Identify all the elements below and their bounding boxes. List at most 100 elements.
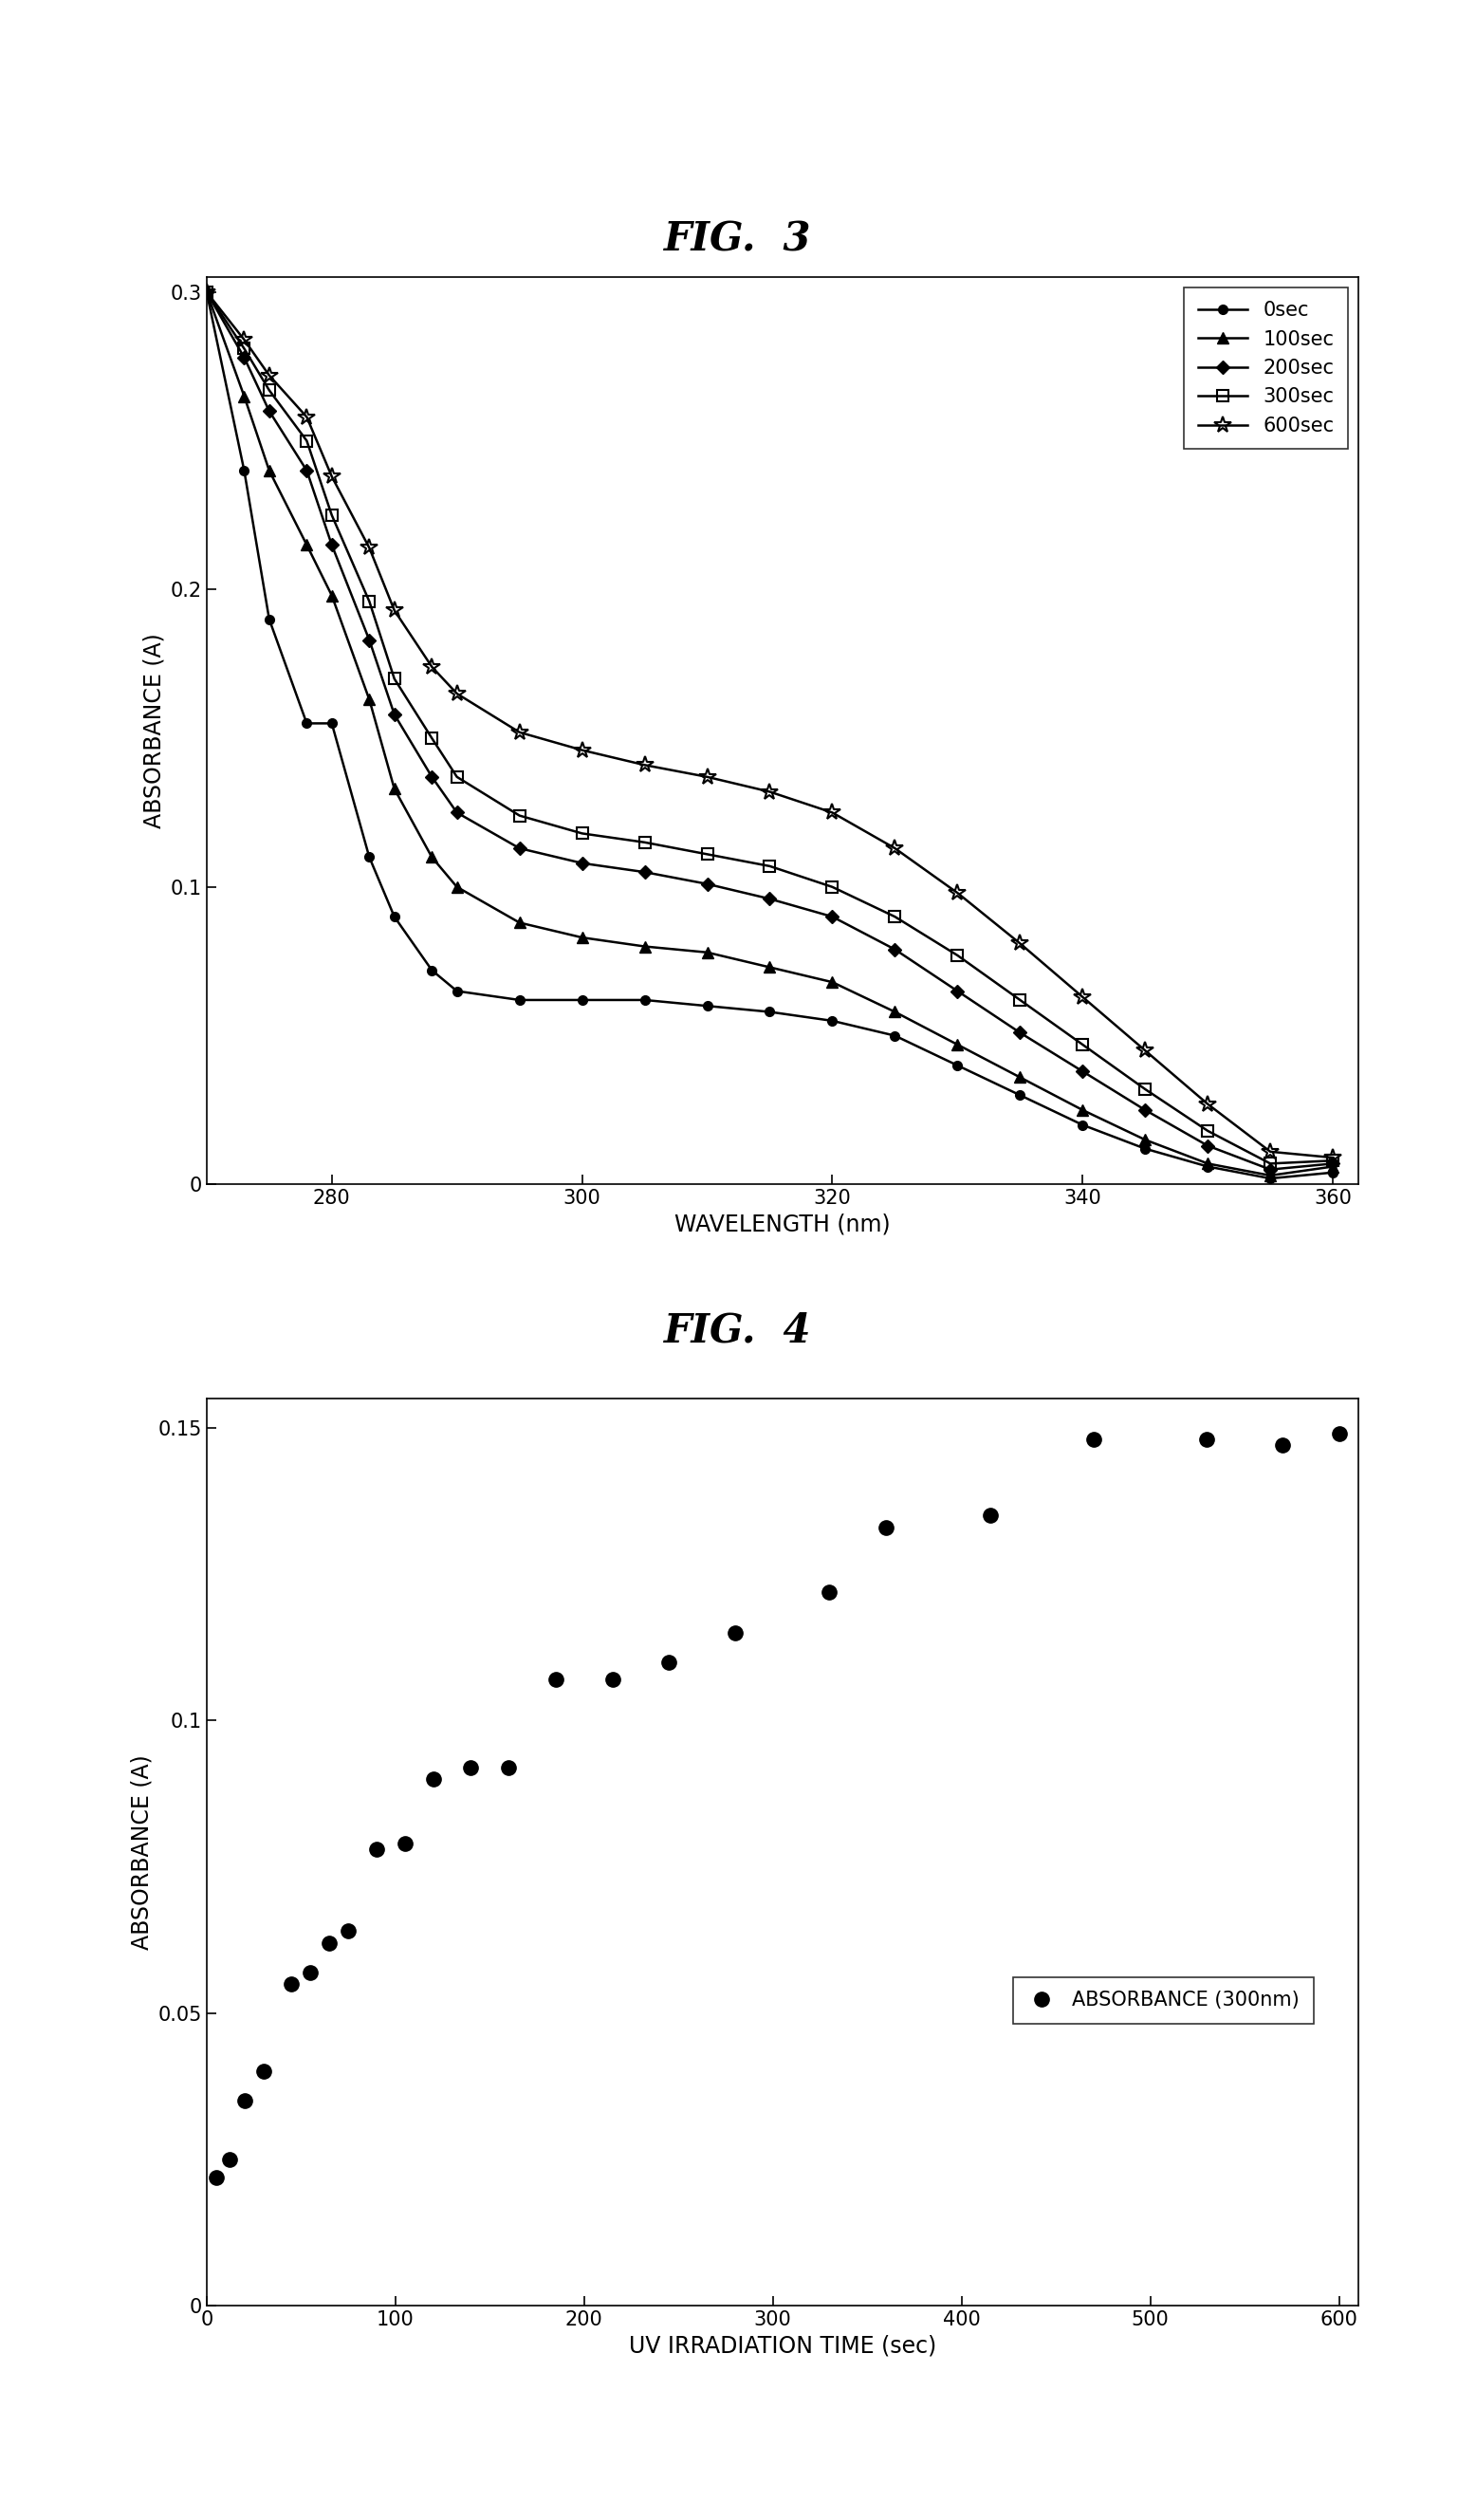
100sec [1011,1063,1029,1094]
100sec [1324,1152,1342,1182]
0sec [886,1021,903,1051]
100sec [511,907,528,937]
100sec [636,932,654,963]
100sec [424,842,441,872]
Line: 200sec: 200sec [202,287,1337,1174]
600sec [1262,1137,1280,1167]
600sec [198,277,215,307]
X-axis label: WAVELENGTH (nm): WAVELENGTH (nm) [675,1212,890,1235]
200sec [762,885,779,915]
0sec [198,277,215,307]
300sec [573,819,590,849]
600sec [1324,1142,1342,1172]
200sec [323,529,341,559]
0sec [636,985,654,1016]
200sec [424,761,441,791]
X-axis label: UV IRRADIATION TIME (sec): UV IRRADIATION TIME (sec) [629,2334,936,2356]
Text: FIG.  3: FIG. 3 [664,219,812,260]
0sec [424,955,441,985]
200sec [1073,1056,1091,1086]
Line: 100sec: 100sec [201,287,1339,1182]
300sec [323,499,341,529]
600sec [1199,1089,1216,1119]
300sec [636,827,654,857]
100sec [1262,1159,1280,1189]
0sec [1262,1164,1280,1194]
Line: 300sec: 300sec [201,287,1339,1169]
0sec [824,1005,841,1036]
600sec [886,834,903,864]
300sec [886,902,903,932]
100sec [1199,1149,1216,1179]
200sec [1137,1094,1154,1124]
100sec [235,381,252,411]
300sec [1137,1074,1154,1104]
100sec [449,872,466,902]
600sec [449,678,466,708]
600sec [385,595,403,625]
300sec [1011,985,1029,1016]
100sec [949,1031,967,1061]
200sec [198,277,215,307]
600sec [949,877,967,907]
200sec [1011,1018,1029,1048]
Line: 0sec: 0sec [202,287,1337,1182]
300sec [260,375,277,406]
200sec [698,869,716,900]
0sec [1324,1157,1342,1187]
100sec [198,277,215,307]
200sec [511,834,528,864]
600sec [360,532,378,562]
200sec [449,796,466,827]
0sec [1137,1134,1154,1164]
100sec [1073,1094,1091,1124]
100sec [298,529,316,559]
300sec [1324,1147,1342,1177]
0sec [260,605,277,635]
300sec [424,723,441,753]
600sec [511,718,528,748]
300sec [824,872,841,902]
600sec [1073,983,1091,1013]
Text: FIG.  4: FIG. 4 [664,1310,812,1351]
300sec [235,333,252,363]
200sec [235,343,252,373]
600sec [235,325,252,355]
200sec [260,396,277,426]
0sec [235,456,252,486]
300sec [511,801,528,832]
600sec [1137,1036,1154,1066]
300sec [949,940,967,970]
Legend: ABSORBANCE (300nm): ABSORBANCE (300nm) [1013,1978,1314,2024]
0sec [298,708,316,738]
300sec [198,277,215,307]
0sec [1073,1109,1091,1139]
0sec [762,998,779,1028]
300sec [385,663,403,693]
100sec [762,953,779,983]
Legend: 0sec, 100sec, 200sec, 300sec, 600sec: 0sec, 100sec, 200sec, 300sec, 600sec [1184,287,1348,449]
600sec [824,796,841,827]
600sec [698,761,716,791]
100sec [886,998,903,1028]
300sec [298,426,316,456]
300sec [762,852,779,882]
100sec [360,685,378,716]
100sec [260,456,277,486]
100sec [323,580,341,610]
200sec [1324,1149,1342,1179]
200sec [298,456,316,486]
200sec [573,849,590,879]
100sec [1137,1124,1154,1154]
200sec [824,902,841,932]
Line: 600sec: 600sec [198,285,1342,1167]
600sec [323,461,341,491]
600sec [573,736,590,766]
0sec [385,902,403,932]
200sec [886,935,903,965]
100sec [385,774,403,804]
0sec [949,1051,967,1081]
0sec [323,708,341,738]
0sec [449,975,466,1005]
100sec [573,922,590,953]
